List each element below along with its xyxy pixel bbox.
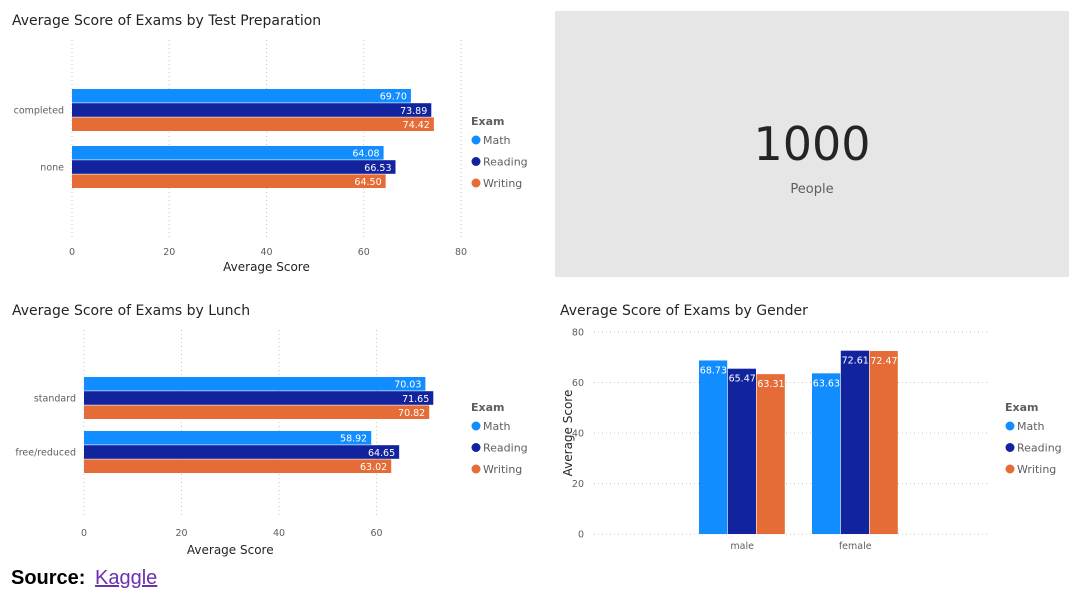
legend-label-reading: Reading bbox=[483, 156, 528, 169]
data-label-reading-standard: 71.65 bbox=[402, 394, 429, 405]
chart-test-preparation: Average Score of Exams by Test Preparati… bbox=[0, 0, 550, 290]
bar-writing-completed bbox=[72, 117, 434, 131]
legend-label-math: Math bbox=[1017, 420, 1045, 433]
bar-writing-free-reduced bbox=[84, 459, 392, 473]
x-axis-title: Average Score bbox=[187, 543, 274, 557]
source-label: Source: bbox=[11, 567, 86, 589]
bar-writing-female bbox=[869, 351, 898, 534]
data-label-writing-female: 72.47 bbox=[870, 356, 897, 367]
bar-reading-male bbox=[727, 368, 756, 534]
x-tick-label: 20 bbox=[163, 247, 175, 258]
y-tick-label: 80 bbox=[572, 328, 584, 339]
x-tick-label: 0 bbox=[69, 247, 75, 258]
y-tick-label: 60 bbox=[572, 378, 584, 389]
data-label-math-none: 64.08 bbox=[352, 149, 379, 160]
x-tick-label: 40 bbox=[273, 528, 285, 539]
legend-marker-reading bbox=[471, 443, 481, 452]
legend-marker-math bbox=[471, 421, 481, 431]
data-label-math-completed: 69.70 bbox=[380, 92, 407, 103]
data-label-reading-free-reduced: 64.65 bbox=[368, 448, 395, 459]
y-tick-label: 40 bbox=[572, 429, 584, 440]
legend-marker-writing bbox=[1005, 464, 1015, 474]
category-label-none: none bbox=[40, 162, 64, 173]
data-label-writing-completed: 74.42 bbox=[403, 120, 430, 131]
chart-gender-svg: Average Score of Exams by Gender 0 20 40 60 8… bbox=[560, 303, 1062, 552]
data-label-math-female: 63.63 bbox=[813, 378, 840, 389]
x-tick-label: 0 bbox=[81, 528, 87, 539]
people-count-card: 1000 People bbox=[555, 11, 1069, 277]
bar-writing-standard bbox=[84, 405, 430, 419]
category-label-male: male bbox=[730, 541, 754, 552]
bar-reading-none bbox=[72, 160, 396, 174]
bar-reading-female bbox=[840, 350, 869, 534]
category-label-completed: completed bbox=[14, 105, 64, 116]
legend-label-math: Math bbox=[483, 420, 511, 433]
bar-math-standard bbox=[84, 377, 426, 391]
x-tick-label: 40 bbox=[260, 247, 272, 258]
legend-label-writing: Writing bbox=[483, 177, 522, 190]
y-tick-label: 0 bbox=[578, 530, 584, 541]
chart-test-preparation-svg: Average Score of Exams by Test Preparati… bbox=[12, 13, 528, 274]
data-label-reading-none: 66.53 bbox=[364, 163, 391, 174]
legend-label-reading: Reading bbox=[483, 442, 528, 455]
x-tick-label: 80 bbox=[455, 247, 467, 258]
legend-marker-math bbox=[471, 135, 481, 145]
data-label-reading-male: 65.47 bbox=[729, 374, 756, 385]
chart-lunch-svg: Average Score of Exams by Lunch 0 20 40 60 Av… bbox=[12, 303, 528, 557]
y-axis-title: Average Score bbox=[561, 390, 575, 477]
legend-marker-math bbox=[1005, 421, 1015, 431]
x-axis-title: Average Score bbox=[223, 260, 310, 274]
category-label-female: female bbox=[839, 541, 872, 552]
data-label-writing-free-reduced: 63.02 bbox=[360, 462, 387, 473]
chart-gender: Average Score of Exams by Gender 0 20 40 60 8… bbox=[550, 290, 1081, 565]
bar-writing-male bbox=[756, 374, 785, 534]
data-label-math-standard: 70.03 bbox=[394, 380, 421, 391]
legend-title: Exam bbox=[471, 115, 505, 128]
bar-math-free-reduced bbox=[84, 431, 372, 445]
legend-marker-reading bbox=[1005, 443, 1015, 452]
bar-reading-completed bbox=[72, 103, 432, 117]
card-value: 1000 bbox=[753, 117, 871, 171]
data-label-math-male: 68.73 bbox=[700, 365, 727, 376]
chart-title: Average Score of Exams by Test Preparati… bbox=[12, 13, 321, 29]
legend-label-reading: Reading bbox=[1017, 442, 1062, 455]
legend-title: Exam bbox=[471, 401, 505, 414]
bar-math-female bbox=[812, 373, 841, 534]
bar-math-none bbox=[72, 146, 384, 160]
x-tick-label: 60 bbox=[358, 247, 370, 258]
category-label-free-reduced: free/reduced bbox=[15, 447, 76, 458]
data-label-math-free-reduced: 58.92 bbox=[340, 434, 367, 445]
data-label-reading-completed: 73.89 bbox=[400, 106, 427, 117]
legend-marker-writing bbox=[471, 178, 481, 188]
legend-marker-reading bbox=[471, 157, 481, 166]
bar-reading-free-reduced bbox=[84, 445, 400, 459]
bar-writing-none bbox=[72, 174, 386, 188]
bar-math-male bbox=[699, 360, 728, 534]
data-label-reading-female: 72.61 bbox=[842, 356, 869, 367]
x-tick-label: 60 bbox=[370, 528, 382, 539]
legend-label-math: Math bbox=[483, 134, 511, 147]
legend-title: Exam bbox=[1005, 401, 1039, 414]
chart-lunch: Average Score of Exams by Lunch 0 20 40 60 Av… bbox=[0, 290, 550, 565]
chart-title: Average Score of Exams by Lunch bbox=[12, 303, 250, 319]
bar-reading-standard bbox=[84, 391, 434, 405]
data-label-writing-standard: 70.82 bbox=[398, 408, 425, 419]
card-label: People bbox=[790, 182, 834, 197]
legend-label-writing: Writing bbox=[483, 463, 522, 476]
data-label-writing-none: 64.50 bbox=[354, 177, 381, 188]
legend-marker-writing bbox=[471, 464, 481, 474]
legend-label-writing: Writing bbox=[1017, 463, 1056, 476]
data-label-writing-male: 63.31 bbox=[757, 379, 784, 390]
bar-math-completed bbox=[72, 89, 411, 103]
y-tick-label: 20 bbox=[572, 479, 584, 490]
category-label-standard: standard bbox=[34, 393, 76, 404]
x-tick-label: 20 bbox=[175, 528, 187, 539]
source-line: Source: Kaggle bbox=[11, 567, 157, 590]
chart-title: Average Score of Exams by Gender bbox=[560, 303, 808, 319]
kaggle-link[interactable]: Kaggle bbox=[95, 567, 158, 589]
